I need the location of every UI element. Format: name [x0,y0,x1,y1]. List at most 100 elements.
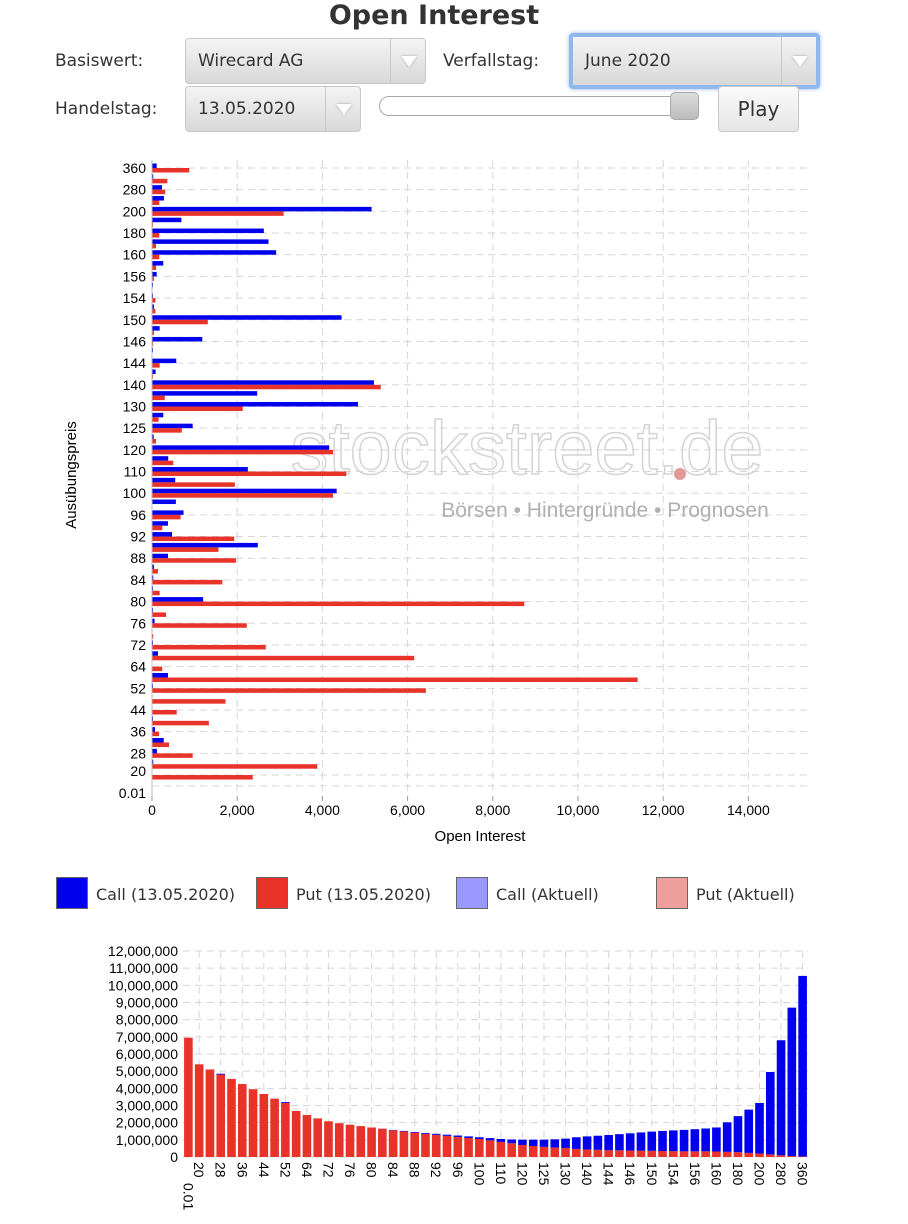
date-slider-handle[interactable] [670,92,699,120]
handelstag-value: 13.05.2020 [198,99,296,119]
x-tick-label: 36 [234,1162,250,1178]
put-bar [152,493,334,498]
put-bar [152,298,156,303]
x-tick-label: 14,000 [727,802,770,818]
put-bar [367,1127,376,1157]
put-bar [690,1151,700,1157]
y-tick-label: 160 [123,247,147,263]
call-bar [152,651,158,656]
put-bar [152,439,157,444]
put-bar [765,1154,775,1157]
call-bar [464,1136,473,1138]
x-tick-label: 156 [687,1162,703,1186]
bottom-chart-grid [183,950,808,1158]
x-tick-label: 100 [471,1162,487,1186]
x-tick-label: 0.01 [180,1183,196,1210]
put-bar [324,1121,333,1157]
put-bar [152,536,235,542]
call-bar [152,196,164,201]
x-tick-label: 52 [277,1162,293,1178]
put-bar [152,775,253,780]
call-bar [399,1130,409,1132]
put-bar [475,1138,484,1157]
put-bar [281,1102,290,1157]
put-bar [152,189,166,195]
call-bar [690,1129,700,1152]
put-bar [776,1155,786,1157]
legend-put-aktuell[interactable] [656,877,688,909]
y-tick-label: 180 [123,225,147,241]
call-bar [152,532,173,537]
call-bar [539,1139,549,1147]
put-bar [152,623,247,628]
basiswert-value: Wirecard AG [198,51,304,71]
put-bar [291,1110,301,1157]
legend-call-aktuell[interactable] [456,877,488,909]
put-bar [152,265,157,271]
chevron-down-icon [325,87,360,131]
x-tick-label: 2,000 [220,802,255,818]
play-button[interactable]: Play [718,86,799,132]
put-bar [528,1146,538,1157]
call-bar [593,1135,603,1150]
put-bar [421,1133,430,1157]
put-bar [152,753,193,758]
verfallstag-select[interactable]: June 2020 [569,33,820,89]
handelstag-select[interactable]: 13.05.2020 [185,86,361,132]
y-tick-label: 28 [130,745,146,761]
legend-label: Put (Aktuell) [696,885,795,904]
put-bar [152,254,160,260]
y-tick-label: 96 [130,507,146,523]
call-bar [152,206,372,212]
chevron-down-icon [390,39,425,83]
call-bar [152,597,204,602]
x-tick-label: 200 [752,1162,768,1186]
y-tick-label: 280 [123,182,147,198]
call-bar [152,412,164,418]
put-bar [152,428,182,433]
put-bar [152,742,170,748]
legend-label: Call (13.05.2020) [96,885,236,904]
basiswert-select[interactable]: Wirecard AG [185,38,426,84]
call-bar [281,1102,290,1103]
call-bar [152,185,163,190]
watermark: stockstreet.de Börsen • Hintergründe • P… [290,405,769,522]
put-bar [561,1148,570,1157]
x-tick-label: 80 [364,1162,380,1178]
page-title: Open Interest [328,0,540,31]
put-bar [582,1149,592,1157]
put-bar [152,764,318,769]
legend-swatch-call [56,877,88,909]
verfallstag-label: Verfallstag: [443,51,540,71]
put-bar [604,1150,613,1157]
put-bar [152,168,190,173]
put-bar [431,1134,441,1157]
call-bar [658,1130,667,1151]
legend-swatch-put [256,877,288,909]
call-bar [152,401,358,407]
put-bar [205,1069,215,1157]
top-chart-xlabel: Open Interest [435,828,527,845]
put-bar [550,1147,560,1157]
watermark-brand: stockstreet.de [290,406,763,491]
put-bar [152,644,266,650]
put-bar [712,1151,721,1157]
call-bar [152,434,154,439]
call-bar [561,1138,570,1149]
legend-put-1305[interactable] [256,877,288,909]
x-tick-label: 280 [773,1162,789,1186]
call-bar [152,542,258,548]
call-bar [679,1129,689,1152]
put-bar [152,731,160,737]
x-tick-label: 20 [191,1162,207,1178]
call-bar [152,672,168,678]
legend-call-1305[interactable] [56,877,88,909]
put-bar [410,1132,419,1157]
put-bar [658,1150,667,1157]
put-bar [733,1152,743,1157]
put-bar [388,1130,398,1157]
call-bar [787,1007,797,1157]
call-bar [152,456,169,461]
call-bar [152,618,155,624]
